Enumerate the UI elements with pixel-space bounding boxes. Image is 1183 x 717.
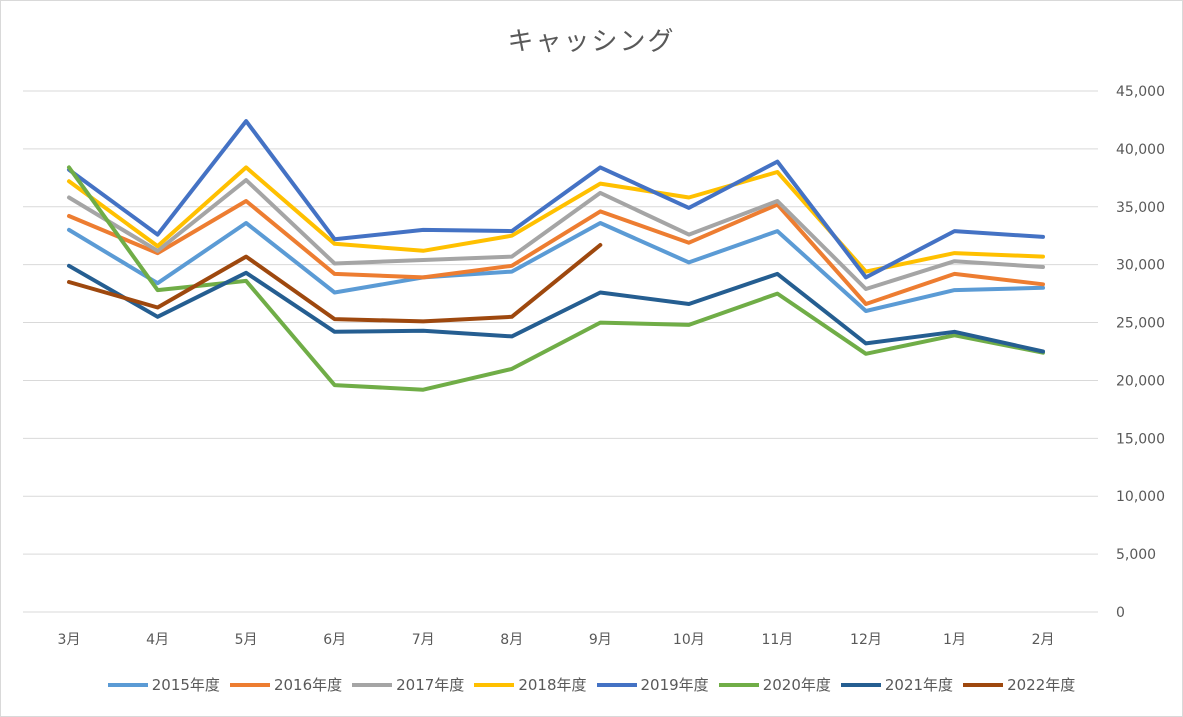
legend-label: 2022年度 bbox=[1007, 676, 1076, 694]
y-tick-label: 0 bbox=[1116, 605, 1125, 621]
legend-label: 2020年度 bbox=[762, 676, 831, 694]
legend-swatch bbox=[963, 682, 1004, 687]
legend-swatch bbox=[107, 682, 148, 687]
series-line bbox=[67, 263, 1045, 354]
legend-item: 2019年度 bbox=[596, 674, 709, 695]
legend-item: 2021年度 bbox=[840, 674, 954, 695]
x-tick-label: 1月 bbox=[943, 632, 966, 648]
legend-item: 2017年度 bbox=[352, 674, 464, 695]
y-tick-label: 20,000 bbox=[1116, 373, 1165, 389]
chart-legend: 2015年度 2016年度 2017年度 2018年度 2019年度 2020年度 2021… bbox=[1, 674, 1182, 695]
x-tick-label: 7月 bbox=[412, 632, 435, 648]
legend-swatch bbox=[229, 682, 270, 687]
x-tick-label: 3月 bbox=[58, 632, 81, 648]
legend-item: 2015年度 bbox=[107, 674, 220, 695]
legend-swatch bbox=[718, 682, 759, 687]
x-tick-label: 9月 bbox=[589, 632, 612, 648]
legend-label: 2016年度 bbox=[273, 676, 343, 694]
legend-item: 2020年度 bbox=[718, 674, 831, 695]
legend-label: 2019年度 bbox=[640, 676, 709, 694]
series-line bbox=[67, 199, 1045, 306]
legend-swatch bbox=[474, 682, 515, 687]
chart-title: キャッシング bbox=[507, 27, 676, 57]
x-tick-label: 11月 bbox=[761, 632, 793, 648]
legend-item: 2018年度 bbox=[474, 674, 587, 695]
legend-label: 2015年度 bbox=[151, 676, 220, 694]
x-tick-label: 5月 bbox=[235, 632, 258, 648]
x-tick-label: 6月 bbox=[323, 632, 346, 648]
legend-item: 2022年度 bbox=[963, 674, 1075, 695]
y-axis-ticks: 0 5,000 10,000 15,000 20,000 25,000 30,000 35,0… bbox=[1116, 84, 1165, 621]
y-tick-label: 15,000 bbox=[1116, 431, 1165, 447]
series-line bbox=[67, 221, 1045, 313]
legend-swatch bbox=[352, 682, 393, 687]
y-tick-label: 35,000 bbox=[1116, 200, 1165, 216]
series-lines bbox=[67, 119, 1045, 392]
legend-label: 2021年度 bbox=[884, 676, 954, 694]
y-tick-label: 5,000 bbox=[1116, 547, 1156, 563]
y-tick-label: 25,000 bbox=[1116, 316, 1165, 332]
legend-swatch bbox=[840, 682, 881, 687]
y-tick-label: 30,000 bbox=[1116, 258, 1165, 274]
series-line bbox=[67, 119, 1045, 280]
x-tick-label: 10月 bbox=[673, 632, 705, 648]
x-tick-label: 4月 bbox=[146, 632, 169, 648]
legend-label: 2017年度 bbox=[396, 676, 465, 694]
legend-label: 2018年度 bbox=[518, 676, 587, 694]
series-line bbox=[67, 178, 1045, 291]
x-tick-label: 2月 bbox=[1032, 632, 1055, 648]
legend-swatch bbox=[596, 682, 637, 687]
x-tick-label: 8月 bbox=[500, 632, 523, 648]
y-tick-label: 10,000 bbox=[1116, 489, 1165, 505]
y-tick-label: 40,000 bbox=[1116, 142, 1165, 158]
series-line bbox=[67, 165, 1045, 392]
series-line bbox=[67, 243, 603, 324]
legend-item: 2016年度 bbox=[229, 674, 343, 695]
gridlines bbox=[23, 90, 1098, 613]
y-tick-label: 45,000 bbox=[1116, 84, 1165, 100]
x-tick-label: 12月 bbox=[850, 632, 882, 648]
x-axis-ticks: 3月 4月 5月 6月 7月 8月 9月 10月 11月 12月 1月 2月 bbox=[58, 632, 1055, 648]
